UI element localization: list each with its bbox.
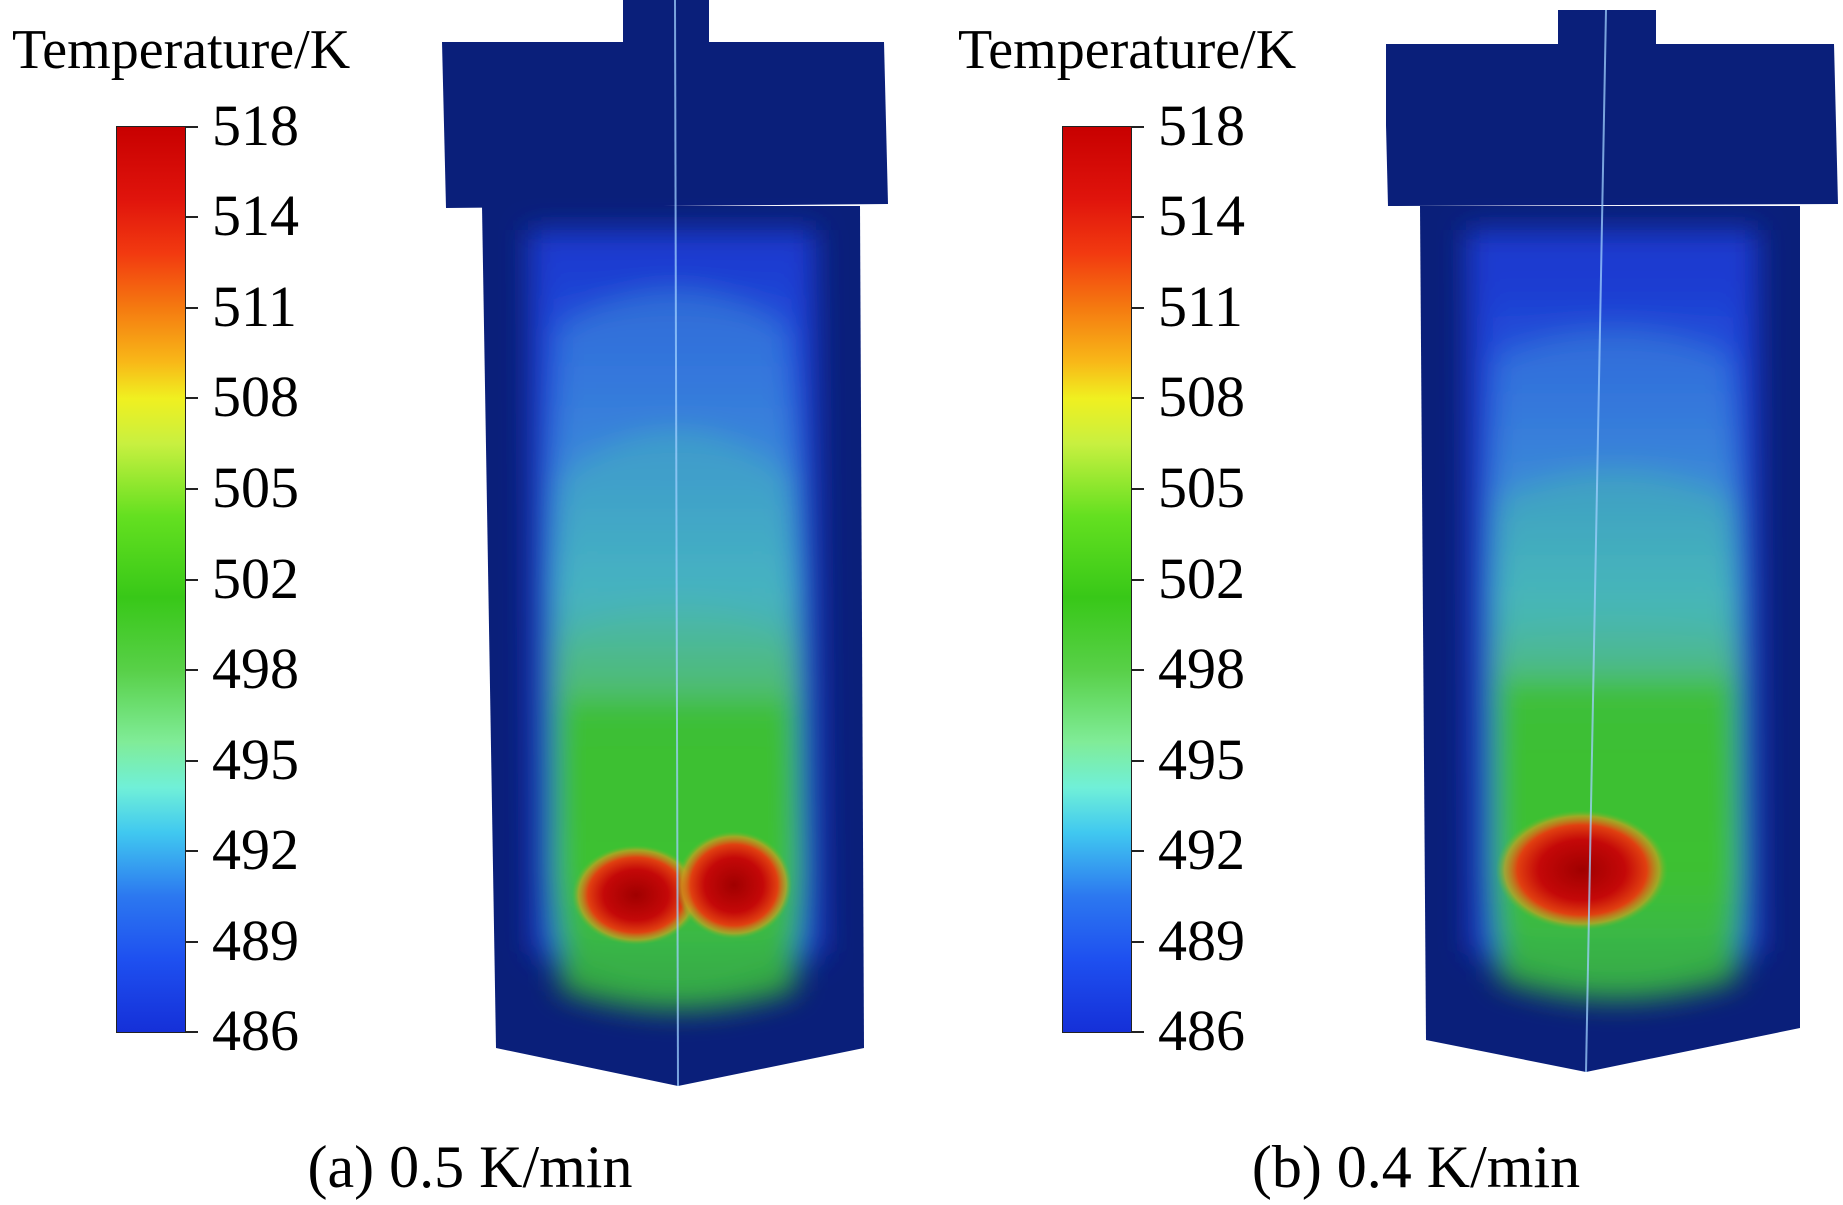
colorbar-tick (1132, 307, 1144, 309)
vessel-head (1386, 44, 1838, 206)
colorbar-label: 511 (1158, 274, 1243, 339)
colorbar-tick (186, 216, 198, 218)
colorbar-tick (1132, 488, 1144, 490)
panel-a: Temperature/K 518 514 511 508 505 502 49… (12, 0, 888, 1200)
colorbar-tick (1132, 850, 1144, 852)
colorbar-tick (186, 397, 198, 399)
colorbar-tick (186, 307, 198, 309)
vessel-stem (1558, 10, 1656, 50)
colorbar-tick (1132, 941, 1144, 943)
colorbar-label: 498 (212, 636, 299, 701)
colorbar-label: 498 (1158, 636, 1245, 701)
colorbar-tick (186, 126, 198, 128)
colorbar-tick (186, 760, 198, 762)
colorbar-label: 486 (212, 998, 299, 1063)
colorbar-label: 505 (212, 455, 299, 520)
colorbar (1062, 126, 1132, 1033)
hotspot (572, 845, 700, 945)
colorbar-label: 495 (1158, 727, 1245, 792)
colorbar-label: 495 (212, 727, 299, 792)
colorbar-tick (1132, 397, 1144, 399)
colorbar-tick (1132, 216, 1144, 218)
colorbar-tick (186, 850, 198, 852)
colorbar-label: 508 (1158, 364, 1245, 429)
colorbar-label: 486 (1158, 998, 1245, 1063)
colorbar-tick (1132, 669, 1144, 671)
colorbar-label: 514 (1158, 183, 1245, 248)
colorbar-tick (186, 941, 198, 943)
colorbar-title: Temperature/K (958, 19, 1297, 81)
colorbar-title: Temperature/K (12, 19, 351, 81)
colorbar-label: 489 (1158, 908, 1245, 973)
colorbar-label: 502 (212, 546, 299, 611)
colorbar-tick (186, 488, 198, 490)
colorbar-tick (186, 579, 198, 581)
panel-caption: (b) 0.4 K/min (1251, 1134, 1581, 1200)
colorbar-tick (1132, 579, 1144, 581)
colorbar-label: 505 (1158, 455, 1245, 520)
colorbar-tick (1132, 760, 1144, 762)
panel-caption: (a) 0.5 K/min (307, 1134, 633, 1200)
vessel-temperature-contour (1386, 9, 1838, 1073)
vessel-stem (623, 0, 709, 44)
colorbar (116, 126, 186, 1033)
hotspot (1496, 810, 1668, 930)
colorbar-tick (186, 669, 198, 671)
colorbar-label: 508 (212, 364, 299, 429)
colorbar-label: 492 (1158, 817, 1245, 882)
panel-b: Temperature/K 518 514 511 508 505 502 49… (946, 0, 1843, 1205)
colorbar-label: 502 (1158, 546, 1245, 611)
colorbar-label: 511 (212, 274, 297, 339)
colorbar-tick (1132, 1031, 1144, 1033)
hotspot (676, 831, 792, 939)
vessel-head (442, 42, 888, 208)
colorbar-label: 492 (212, 817, 299, 882)
colorbar-tick (186, 1031, 198, 1033)
vessel-temperature-contour (442, 0, 888, 1087)
colorbar-tick (1132, 126, 1144, 128)
colorbar-label: 489 (212, 908, 299, 973)
colorbar-label: 518 (212, 93, 299, 158)
colorbar-label: 514 (212, 183, 299, 248)
colorbar-label: 518 (1158, 93, 1245, 158)
